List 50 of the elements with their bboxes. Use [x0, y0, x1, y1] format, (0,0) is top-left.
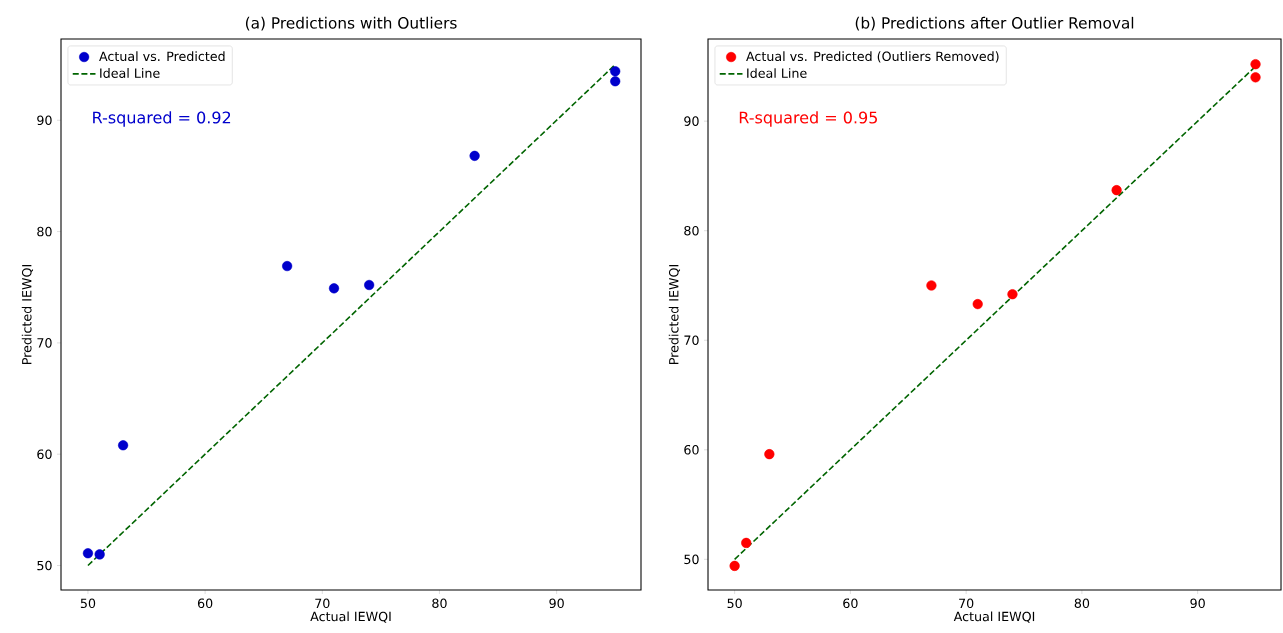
legend-label: Actual vs. Predicted (Outliers Removed) [746, 51, 999, 63]
y-tick-label: 90 [37, 115, 52, 126]
annotation: R-squared = 0.92 [93, 111, 231, 127]
y-tick-label: 60 [684, 444, 699, 455]
point [926, 280, 937, 291]
y-tick-label: 60 [37, 449, 52, 459]
x-tick-label: 90 [549, 598, 564, 609]
point [1250, 59, 1261, 70]
x-tick-label: 80 [432, 598, 447, 609]
point [328, 283, 340, 294]
point [729, 560, 740, 571]
point [118, 440, 129, 451]
chart-title: (b) Predictions after Outlier Removal [855, 16, 1134, 31]
x-axis-title: Actual IEWQI [310, 611, 391, 623]
x-tick-label: 50 [727, 598, 742, 609]
point [764, 449, 775, 460]
point [94, 549, 105, 560]
y-tick-label: 80 [684, 225, 699, 236]
x-tick-label: 70 [315, 598, 330, 609]
point [741, 537, 752, 548]
x-tick-label: 90 [1190, 598, 1205, 609]
y-axis-title: Predicted IEWQI [668, 265, 681, 364]
point [972, 299, 983, 310]
y-tick-label: 70 [37, 338, 52, 348]
point [82, 548, 94, 559]
chart-title: (a) Predictions with Outliers [245, 16, 457, 31]
x-axis-title: Actual IEWQI [953, 611, 1035, 623]
x-tick-label: 80 [1074, 598, 1090, 609]
point [1250, 72, 1261, 83]
y-tick-label: 70 [684, 335, 699, 346]
point [469, 150, 480, 161]
x-tick-label: 70 [959, 598, 974, 609]
y-tick-label: 50 [37, 560, 52, 571]
y-tick-label: 80 [37, 226, 52, 237]
point [610, 66, 621, 77]
point [610, 76, 621, 87]
y-tick-label: 90 [684, 116, 699, 126]
legend-label: Ideal Line [100, 68, 160, 78]
y-axis-title: Predicted IEWQI [21, 265, 34, 364]
x-tick-label: 50 [80, 598, 96, 609]
legend-label: Ideal Line [747, 68, 807, 78]
y-tick-label: 50 [684, 554, 699, 565]
x-tick-label: 60 [843, 598, 858, 609]
point [1007, 289, 1018, 300]
x-tick-label: 60 [197, 598, 213, 609]
legend-label: Actual vs. Predicted [99, 51, 225, 62]
point [282, 261, 293, 272]
point [364, 279, 375, 291]
point [1111, 185, 1122, 196]
annotation: R-squared = 0.95 [739, 111, 877, 127]
